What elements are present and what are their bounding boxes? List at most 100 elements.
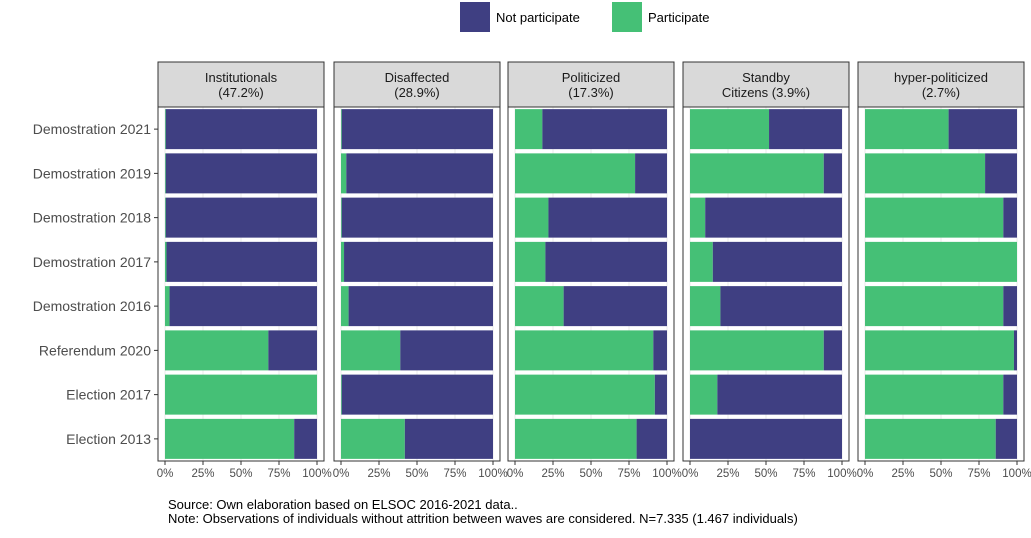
y-tick-label: Demostration 2019 (33, 165, 152, 181)
bar-participate-demostration-2021 (865, 109, 949, 150)
bar-not-participate-demostration-2021 (948, 109, 1017, 150)
bar-not-participate-demostration-2017 (166, 241, 317, 282)
bar-participate-demostration-2021 (165, 109, 166, 150)
x-tick-label: 50% (754, 468, 777, 480)
bar-participate-election-2013 (165, 418, 295, 459)
x-tick-label: 100% (827, 468, 856, 480)
y-tick-label: Demostration 2018 (33, 210, 152, 226)
bar-participate-demostration-2017 (165, 241, 167, 282)
bar-not-participate-election-2013 (294, 418, 317, 459)
bar-not-participate-demostration-2019 (985, 153, 1017, 194)
bar-not-participate-demostration-2018 (341, 197, 493, 238)
bar-not-participate-demostration-2021 (165, 109, 317, 150)
x-tick-label: 50% (405, 468, 428, 480)
bar-not-participate-demostration-2021 (769, 109, 842, 150)
bar-participate-demostration-2019 (865, 153, 986, 194)
bar-participate-election-2017 (515, 374, 655, 415)
facet-title-line: Disaffected (385, 70, 450, 85)
bar-not-participate-demostration-2016 (720, 286, 842, 327)
bar-not-participate-demostration-2016 (169, 286, 317, 327)
x-tick-label: 0% (157, 468, 174, 480)
bar-participate-election-2013 (515, 418, 637, 459)
bar-participate-demostration-2021 (341, 109, 342, 150)
x-tick-label: 75% (967, 468, 990, 480)
legend-swatch-participate (612, 2, 642, 32)
bar-not-participate-election-2017 (1003, 374, 1017, 415)
legend-label-participate: Participate (648, 9, 710, 25)
facet-title-line: (28.9%) (394, 85, 440, 100)
x-tick-label: 25% (191, 468, 214, 480)
x-tick-label: 100% (302, 468, 331, 480)
legend-item-participate: Participate (612, 2, 709, 32)
bar-not-participate-referendum-2020 (268, 330, 317, 371)
facet-title-line: Politicized (562, 70, 621, 85)
bar-not-participate-election-2017 (654, 374, 667, 415)
bar-not-participate-demostration-2019 (346, 153, 493, 194)
bar-participate-demostration-2019 (690, 153, 824, 194)
bar-not-participate-demostration-2021 (341, 109, 493, 150)
bar-not-participate-election-2013 (636, 418, 667, 459)
bar-participate-demostration-2017 (690, 241, 713, 282)
bar-participate-election-2013 (341, 418, 405, 459)
x-tick-label: 100% (652, 468, 681, 480)
bar-not-participate-referendum-2020 (823, 330, 842, 371)
x-tick-label: 0% (857, 468, 874, 480)
x-tick-label: 0% (333, 468, 350, 480)
x-tick-label: 0% (507, 468, 524, 480)
bar-participate-election-2013 (865, 418, 996, 459)
bar-not-participate-demostration-2016 (1003, 286, 1017, 327)
x-tick-label: 75% (443, 468, 466, 480)
bar-participate-demostration-2017 (515, 241, 546, 282)
bar-participate-election-2017 (865, 374, 1004, 415)
bar-not-participate-demostration-2018 (165, 197, 317, 238)
facet-title-line: (17.3%) (568, 85, 614, 100)
bar-participate-election-2017 (690, 374, 718, 415)
bar-participate-referendum-2020 (165, 330, 269, 371)
bar-participate-demostration-2019 (341, 153, 347, 194)
bar-not-participate-demostration-2021 (542, 109, 667, 150)
bar-not-participate-demostration-2019 (635, 153, 667, 194)
bar-participate-election-2017 (341, 374, 342, 415)
x-tick-label: 50% (229, 468, 252, 480)
legend-item-not-participate: Not participate (460, 2, 580, 32)
bar-not-participate-election-2013 (690, 418, 842, 459)
y-tick-label: Election 2017 (66, 387, 151, 403)
x-tick-label: 50% (579, 468, 602, 480)
x-tick-label: 0% (682, 468, 699, 480)
bar-not-participate-demostration-2017 (712, 241, 842, 282)
bar-participate-demostration-2018 (690, 197, 706, 238)
bar-not-participate-referendum-2020 (1013, 330, 1017, 371)
bar-participate-referendum-2020 (690, 330, 824, 371)
caption-source: Source: Own elaboration based on ELSOC 2… (168, 497, 518, 512)
legend: Not participate Participate (0, 0, 1031, 40)
facet-title-line: Citizens (3.9%) (722, 85, 810, 100)
bar-not-participate-demostration-2016 (348, 286, 493, 327)
bar-participate-demostration-2016 (690, 286, 721, 327)
bar-not-participate-referendum-2020 (653, 330, 667, 371)
bar-participate-demostration-2016 (341, 286, 349, 327)
legend-swatch-not-participate (460, 2, 490, 32)
bar-not-participate-demostration-2019 (165, 153, 317, 194)
bar-participate-election-2017 (165, 374, 317, 415)
bar-not-participate-demostration-2019 (823, 153, 842, 194)
x-tick-label: 25% (716, 468, 739, 480)
x-tick-label: 50% (929, 468, 952, 480)
x-tick-label: 100% (1002, 468, 1031, 480)
facet-title-line: (47.2%) (218, 85, 264, 100)
bar-participate-demostration-2021 (515, 109, 543, 150)
bar-not-participate-referendum-2020 (400, 330, 493, 371)
bar-not-participate-demostration-2016 (563, 286, 667, 327)
facet-title-line: hyper-politicized (894, 70, 988, 85)
facet-title-line: (2.7%) (922, 85, 960, 100)
bar-participate-demostration-2019 (165, 153, 166, 194)
facet-strip (507, 61, 675, 108)
legend-label-not-participate: Not participate (496, 9, 580, 25)
x-tick-label: 25% (891, 468, 914, 480)
bar-not-participate-election-2013 (404, 418, 493, 459)
bar-participate-demostration-2018 (341, 197, 342, 238)
caption-note: Note: Observations of individuals withou… (168, 511, 798, 526)
facet-title-line: Institutionals (205, 70, 278, 85)
bar-not-participate-election-2017 (341, 374, 493, 415)
faceted-bar-chart: Institutionals(47.2%) 0% 25% 50% 75% 100% Disa… (33, 61, 1031, 480)
bar-participate-demostration-2018 (865, 197, 1004, 238)
